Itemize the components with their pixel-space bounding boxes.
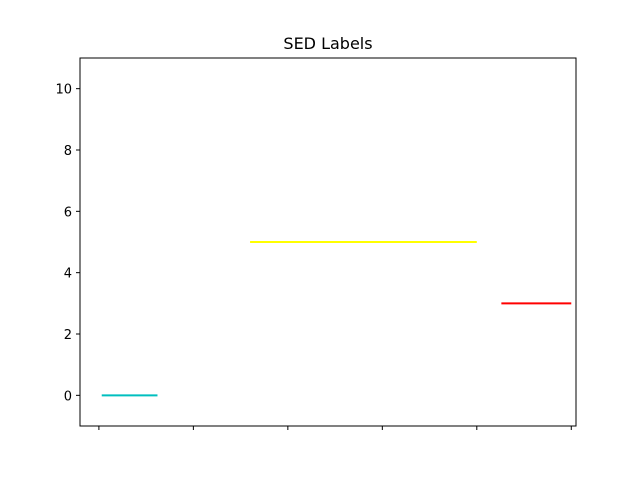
y-tick-label-0: 0 xyxy=(64,389,72,404)
y-tick-label-1: 2 xyxy=(64,328,72,343)
y-axis: 0 2 4 6 8 10 xyxy=(55,83,80,404)
y-tick-label-5: 10 xyxy=(55,83,72,98)
y-tick-label-4: 8 xyxy=(64,144,72,159)
data-segments xyxy=(101,241,572,397)
chart-title: SED Labels xyxy=(283,34,372,53)
y-tick-label-3: 6 xyxy=(64,205,72,220)
y-tick-label-2: 4 xyxy=(64,267,72,282)
x-axis xyxy=(98,426,572,430)
plot-frame xyxy=(79,57,577,427)
